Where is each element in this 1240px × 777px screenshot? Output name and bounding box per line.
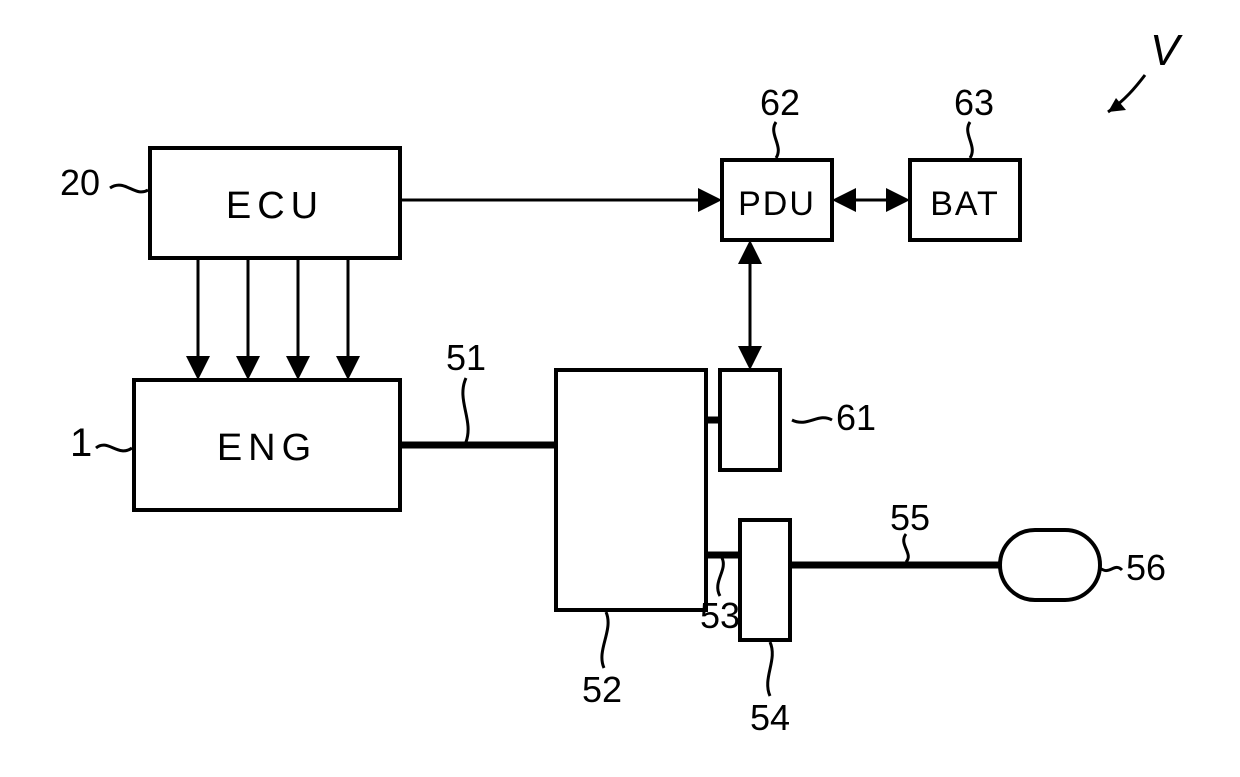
v-label: V xyxy=(1150,26,1183,75)
v-indicator: V xyxy=(1108,26,1183,112)
box-61 xyxy=(720,370,780,470)
ecu-label: ECU xyxy=(226,185,324,227)
leader-61 xyxy=(792,418,832,423)
leader-53 xyxy=(718,558,724,596)
ref-62: 62 xyxy=(760,82,800,123)
leader-52 xyxy=(602,612,608,668)
leader-51 xyxy=(463,378,468,442)
box-54 xyxy=(740,520,790,640)
leader-54 xyxy=(768,642,773,696)
ref-63: 63 xyxy=(954,82,994,123)
ref-51: 51 xyxy=(446,337,486,378)
ref-1: 1 xyxy=(70,421,92,465)
pdu-label: PDU xyxy=(738,185,816,223)
ref-55: 55 xyxy=(890,497,930,538)
ref-56: 56 xyxy=(1126,547,1166,588)
ref-61: 61 xyxy=(836,397,876,438)
wheel-56 xyxy=(1000,530,1100,600)
leader-62 xyxy=(774,122,779,158)
ref-53: 53 xyxy=(700,595,740,636)
eng-label: ENG xyxy=(217,427,317,469)
box-52 xyxy=(556,370,706,610)
leader-56 xyxy=(1100,567,1122,570)
ref-54: 54 xyxy=(750,697,790,738)
leader-55 xyxy=(904,534,909,562)
block-diagram: ECU ENG PDU BAT V 20 1 62 xyxy=(0,0,1240,777)
bat-label: BAT xyxy=(930,185,1000,223)
ref-52: 52 xyxy=(582,669,622,710)
leader-63 xyxy=(968,122,973,158)
leader-20 xyxy=(110,185,148,192)
ref-20: 20 xyxy=(60,162,100,203)
leader-1 xyxy=(96,445,132,451)
